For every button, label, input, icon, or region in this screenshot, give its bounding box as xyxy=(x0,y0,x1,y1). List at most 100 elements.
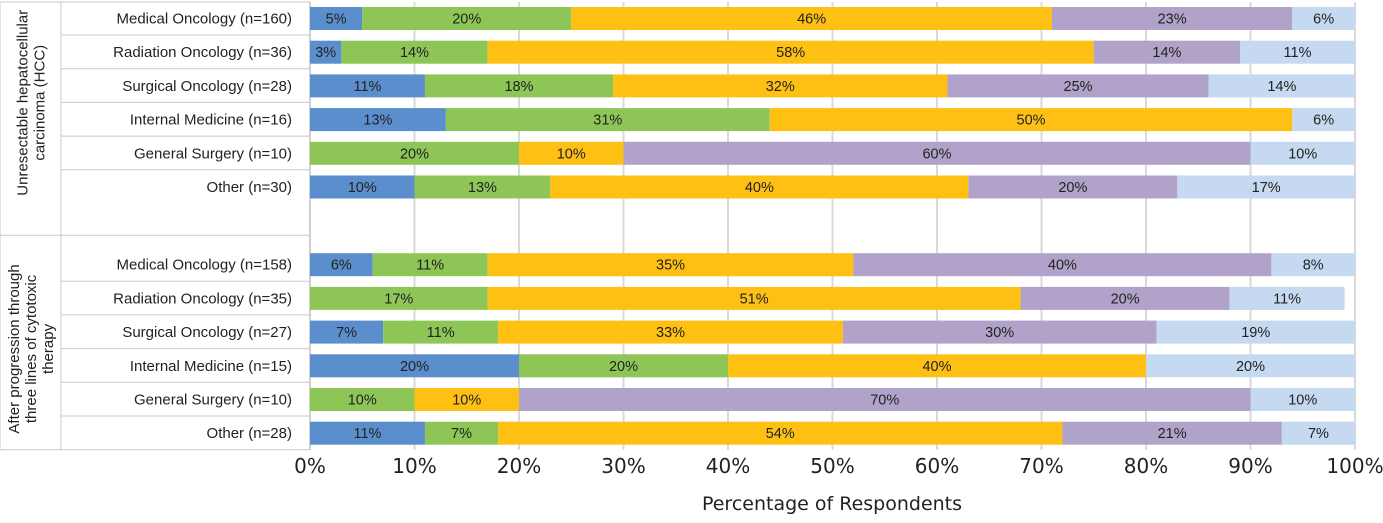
data-label: 11% xyxy=(1273,291,1301,307)
data-label: 10% xyxy=(1288,393,1317,409)
category-frame xyxy=(0,1,311,451)
x-axis-ticks: 0% 10% 20% 30% 40% 50% 60% 70% 80% 90% 100% xyxy=(294,454,1383,478)
bar-segment xyxy=(853,253,1272,277)
bars: 5% 20% 46% 23% 6% 3% 14% 58% 14% 11% 11% 18% 32% 25% 1… xyxy=(310,7,1355,445)
data-label: 14% xyxy=(1267,79,1296,95)
data-label: 20% xyxy=(400,146,429,162)
category-label: Radiation Oncology (n=36) xyxy=(113,44,292,61)
x-tick-label: 50% xyxy=(810,454,854,478)
data-label: 20% xyxy=(452,12,481,28)
data-label: 20% xyxy=(400,359,429,375)
data-label: 51% xyxy=(740,291,769,307)
bar-segment xyxy=(487,253,854,277)
bar-segment xyxy=(310,354,519,378)
category-label: Medical Oncology (n=160) xyxy=(116,11,292,28)
data-label: 40% xyxy=(922,359,951,375)
data-label: 11% xyxy=(1284,45,1312,61)
bar-segment xyxy=(571,7,1052,30)
gridlines xyxy=(309,2,1356,450)
bar-segment xyxy=(310,175,415,199)
data-label: 33% xyxy=(656,325,685,341)
data-label: 10% xyxy=(348,180,377,196)
data-label: 6% xyxy=(1313,113,1334,129)
data-label: 10% xyxy=(557,146,586,162)
data-label: 20% xyxy=(1111,291,1140,307)
bar-segment xyxy=(310,286,488,310)
data-label: 60% xyxy=(922,146,951,162)
bar-segment xyxy=(968,175,1178,199)
category-label: Internal Medicine (n=15) xyxy=(130,358,292,375)
bar-segment xyxy=(1240,40,1355,64)
data-label: 20% xyxy=(1058,180,1087,196)
bar-segment xyxy=(728,354,1146,378)
group-labels: Unresectable hepatocellularcarcinoma (HC… xyxy=(6,10,57,434)
x-axis-title: Percentage of Respondents xyxy=(702,493,962,515)
data-label: 40% xyxy=(1048,258,1077,274)
bar-segment xyxy=(1229,286,1345,310)
bar-segment xyxy=(1093,40,1241,64)
bar-segment xyxy=(1208,74,1355,98)
data-label: 13% xyxy=(468,180,497,196)
bar-segment xyxy=(310,141,519,165)
data-label: 13% xyxy=(363,113,392,129)
x-tick-label: 10% xyxy=(392,454,436,478)
bar-segment xyxy=(1020,286,1230,310)
data-label: 3% xyxy=(315,45,336,61)
bar-segment xyxy=(362,7,572,30)
bar-segment xyxy=(769,108,1293,132)
category-labels: Medical Oncology (n=160) Radiation Oncolo… xyxy=(113,11,292,443)
data-label: 6% xyxy=(331,258,352,274)
bar-segment xyxy=(498,421,1063,445)
bar-segment xyxy=(842,320,1157,344)
bar-segment xyxy=(1156,320,1355,344)
bar-segment xyxy=(1250,388,1355,411)
data-label: 5% xyxy=(326,12,347,28)
bar-segment xyxy=(1146,354,1355,378)
x-tick-label: 100% xyxy=(1326,454,1383,478)
bar-segment xyxy=(1250,141,1355,165)
data-label: 18% xyxy=(504,79,533,95)
x-tick-label: 20% xyxy=(497,454,541,478)
data-label: 30% xyxy=(985,325,1014,341)
data-label: 10% xyxy=(452,393,481,409)
bar-segment xyxy=(424,421,499,445)
category-label: Surgical Oncology (n=28) xyxy=(122,78,292,95)
bar-segment xyxy=(341,40,488,64)
bar-segment xyxy=(310,40,342,64)
data-label: 23% xyxy=(1158,12,1187,28)
category-label: Other (n=28) xyxy=(207,425,292,442)
data-label: 10% xyxy=(348,393,377,409)
bar-segment xyxy=(1281,421,1355,445)
data-label: 14% xyxy=(400,45,429,61)
category-label: General Surgery (n=10) xyxy=(134,392,292,409)
data-label: 20% xyxy=(1236,359,1265,375)
data-label: 14% xyxy=(1152,45,1181,61)
data-label: 54% xyxy=(766,426,795,442)
group-label-line: therapy xyxy=(40,323,57,374)
group-label: Unresectable hepatocellularcarcinoma (HC… xyxy=(15,10,49,196)
data-label: 11% xyxy=(427,325,455,341)
group-label-line: carcinoma (HCC) xyxy=(32,45,49,161)
x-tick-label: 40% xyxy=(706,454,750,478)
group-label-line: After progression through xyxy=(6,264,23,433)
bar-segment xyxy=(414,175,551,199)
category-label: Radiation Oncology (n=35) xyxy=(113,290,292,307)
x-tick-label: 80% xyxy=(1124,454,1168,478)
data-label: 70% xyxy=(870,393,899,409)
x-tick-label: 60% xyxy=(915,454,959,478)
x-tick-label: 90% xyxy=(1228,454,1272,478)
bar-segment xyxy=(310,74,425,98)
bar-segment xyxy=(550,175,969,199)
category-label: Medical Oncology (n=158) xyxy=(116,257,292,274)
bar-segment xyxy=(310,253,373,277)
x-tick-label: 0% xyxy=(294,454,326,478)
data-label: 17% xyxy=(384,291,413,307)
data-label: 40% xyxy=(745,180,774,196)
data-label: 46% xyxy=(797,12,826,28)
data-label: 6% xyxy=(1313,12,1334,28)
bar-segment xyxy=(1051,7,1293,30)
bar-segment xyxy=(310,421,425,445)
bar-segment xyxy=(1292,108,1355,132)
category-label: General Surgery (n=10) xyxy=(134,145,292,162)
category-label: Other (n=30) xyxy=(207,179,292,196)
